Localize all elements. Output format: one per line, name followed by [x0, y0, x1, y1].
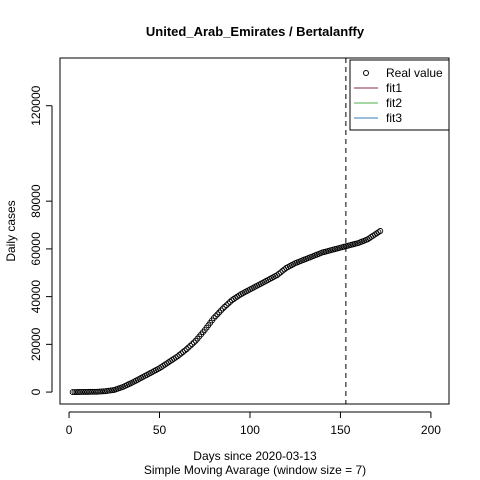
data-point [210, 315, 217, 322]
real-value-points [69, 228, 384, 396]
legend: Real value fit1 fit2 fit3 [349, 59, 450, 131]
x-tick-label: 200 [421, 423, 441, 437]
data-point [275, 270, 282, 277]
x-tick-label: 50 [153, 423, 167, 437]
y-tick-label: 60000 [29, 232, 43, 266]
data-point [185, 344, 192, 351]
x-tick-label: 150 [330, 423, 350, 437]
legend-fit2-label: fit2 [386, 96, 402, 110]
data-point [225, 300, 232, 307]
legend-fit3-label: fit3 [386, 111, 402, 125]
legend-real-value-label: Real value [386, 66, 443, 80]
legend-fit1-label: fit1 [386, 81, 402, 95]
data-point [181, 347, 188, 354]
plot-area [59, 57, 450, 405]
y-tick-label: 0 [29, 388, 43, 395]
data-point [190, 339, 197, 346]
y-tick-label: 40000 [29, 280, 43, 314]
y-tick-label: 20000 [29, 327, 43, 361]
y-axis: 0 20000 40000 60000 80000 120000 [29, 85, 53, 395]
data-point [174, 353, 181, 360]
x-axis-label: Days since 2020-03-13 [193, 449, 317, 463]
data-point [277, 269, 284, 276]
data-point [189, 341, 196, 348]
x-tick-label: 100 [240, 423, 260, 437]
data-point [176, 351, 183, 358]
data-point [178, 350, 185, 357]
data-point [180, 349, 186, 355]
data-point [98, 388, 105, 395]
data-point [212, 313, 219, 320]
data-point [274, 272, 281, 279]
legend-real-value-marker [363, 70, 369, 76]
data-point [214, 311, 221, 318]
data-point [377, 228, 384, 234]
chart-title: United_Arab_Emirates / Bertalanffy [146, 24, 365, 39]
data-point [279, 267, 286, 274]
y-tick-label: 120000 [29, 85, 43, 125]
chart-subtitle: Simple Moving Avarage (window size = 7) [144, 463, 366, 477]
data-point [223, 302, 230, 309]
data-point [227, 298, 234, 305]
data-point [183, 346, 190, 353]
data-point [100, 388, 107, 395]
x-axis: 0 50 100 150 200 [66, 411, 441, 437]
x-tick-label: 0 [66, 423, 73, 437]
data-point [187, 342, 194, 349]
data-point [216, 309, 223, 316]
y-tick-label: 80000 [29, 184, 43, 218]
data-point [219, 305, 226, 312]
y-axis-label: Daily cases [4, 200, 18, 261]
data-point [221, 303, 228, 310]
data-point [218, 307, 224, 314]
